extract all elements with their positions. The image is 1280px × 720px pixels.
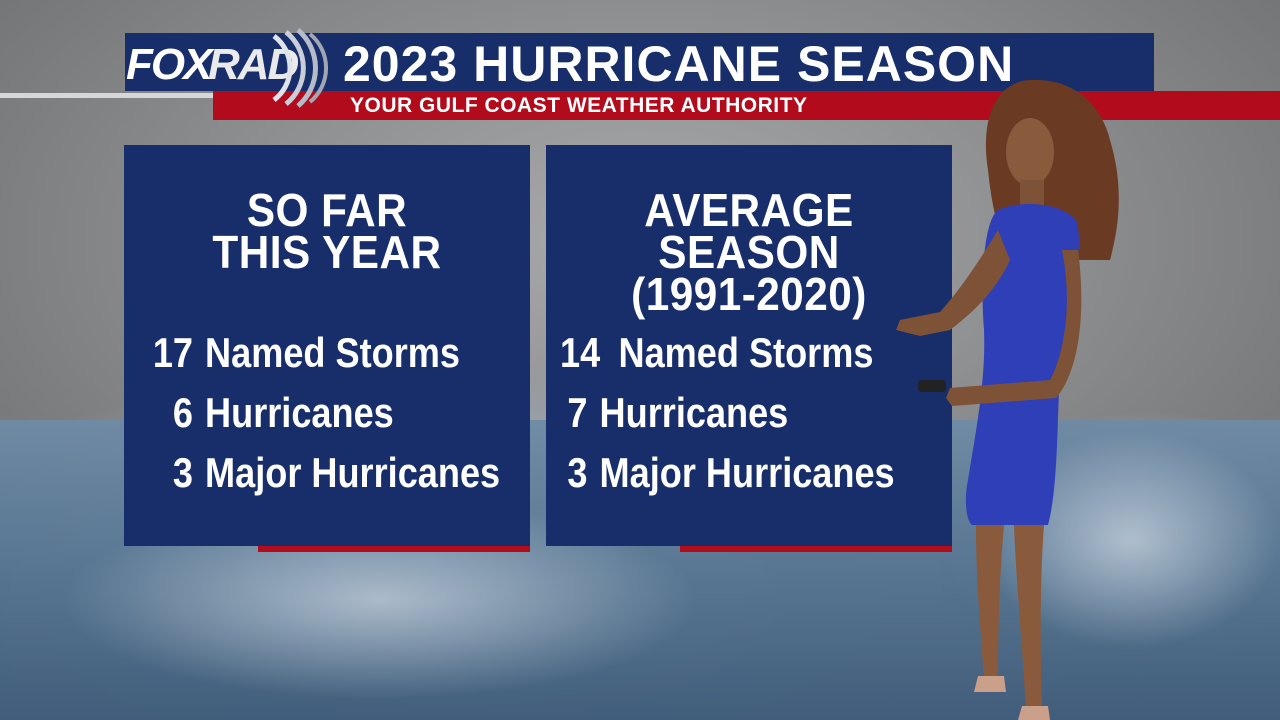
subheader-bar [213, 91, 1280, 120]
panel-heading: SO FAR THIS YEAR [140, 184, 514, 278]
stat-row: 6 Hurricanes [150, 385, 394, 441]
panel-average-season: AVERAGE SEASON (1991-2020) 14 Named Storm… [546, 145, 952, 546]
stat-number: 3 [172, 449, 193, 496]
station-logo: FOX RAD [126, 28, 331, 108]
stat-label: Major Hurricanes [599, 449, 895, 496]
stat-row: 3 Major Hurricanes [560, 445, 895, 501]
page-title: 2023 HURRICANE SEASON [343, 36, 1015, 92]
header-accent-line [0, 93, 215, 98]
stat-number: 7 [567, 389, 588, 436]
stat-label: Hurricanes [205, 389, 394, 436]
stat-row: 14 Named Storms [560, 325, 873, 381]
panel-heading: AVERAGE SEASON (1991-2020) [562, 184, 936, 320]
radar-waves-icon [272, 28, 328, 108]
panel-accent-underline [258, 546, 530, 552]
stat-row: 7 Hurricanes [560, 385, 788, 441]
panel-heading-line2: THIS YEAR [212, 226, 442, 278]
stat-row: 3 Major Hurricanes [150, 445, 500, 501]
stat-number: 17 [152, 329, 193, 376]
panel-heading-line1: AVERAGE SEASON [644, 184, 854, 278]
stat-label: Major Hurricanes [205, 449, 501, 496]
stat-label: Named Storms [205, 329, 460, 376]
panel-accent-underline [680, 546, 952, 552]
logo-fox-text: FOX [126, 40, 212, 89]
stat-number: 14 [560, 329, 601, 376]
panel-heading-line1: SO FAR [246, 184, 408, 236]
stat-number: 3 [567, 449, 588, 496]
page-subtitle: YOUR GULF COAST WEATHER AUTHORITY [350, 94, 808, 117]
panel-so-far-this-year: SO FAR THIS YEAR 17 Named Storms 6 Hurrica… [124, 145, 530, 546]
stat-row: 17 Named Storms [150, 325, 460, 381]
stat-label: Hurricanes [599, 389, 789, 436]
stat-label: Named Storms [618, 329, 874, 376]
panel-heading-line2: (1991-2020) [631, 268, 867, 320]
stat-number: 6 [172, 389, 193, 436]
presenter-figure [896, 80, 1119, 720]
